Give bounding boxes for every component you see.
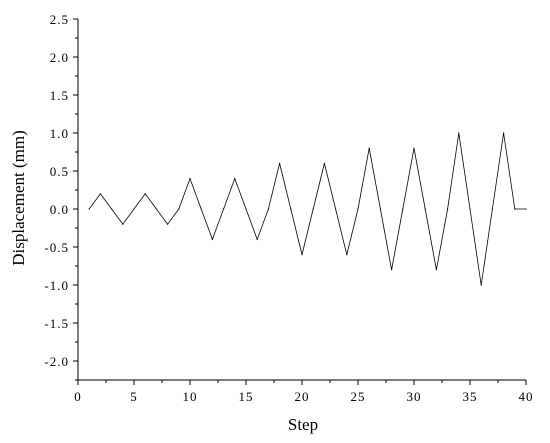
data-point — [391, 269, 393, 271]
data-point — [379, 208, 381, 210]
x-tick-label: 5 — [130, 389, 138, 404]
y-tick-label: 2.0 — [50, 50, 69, 65]
displacement-series-line — [88, 132, 526, 286]
data-point — [133, 208, 135, 210]
data-point — [525, 208, 527, 210]
data-point — [447, 208, 449, 210]
axes — [77, 19, 526, 381]
data-point — [335, 208, 337, 210]
x-tick-label: 0 — [74, 389, 82, 404]
series-layer — [88, 132, 527, 286]
data-point — [267, 208, 269, 210]
x-tick-label: 30 — [407, 389, 422, 404]
x-tick-label: 40 — [519, 389, 534, 404]
data-point — [469, 208, 471, 210]
y-tick-label: -0.5 — [44, 240, 69, 255]
y-tick-label: 1.0 — [50, 126, 69, 141]
data-point — [346, 254, 348, 256]
y-tick-label: -1.5 — [44, 316, 69, 331]
data-point — [99, 193, 101, 195]
data-point — [200, 208, 202, 210]
data-point — [223, 208, 225, 210]
data-point — [435, 269, 437, 271]
x-axis-title: Step — [288, 415, 318, 434]
data-point — [424, 208, 426, 210]
data-point — [234, 178, 236, 180]
data-point — [279, 162, 281, 164]
y-tick-label: -1.0 — [44, 278, 69, 293]
data-point — [413, 147, 415, 149]
data-point — [480, 284, 482, 286]
y-axis-title: Displacement (mm) — [9, 130, 28, 266]
data-point — [514, 208, 516, 210]
data-point — [301, 254, 303, 256]
data-point — [144, 193, 146, 195]
data-point — [290, 208, 292, 210]
x-tick-label: 20 — [295, 389, 310, 404]
x-ticks: 0 5 10 15 20 25 30 35 40 — [74, 380, 533, 404]
y-ticks: 2.5 2.0 1.5 1.0 0.5 0.0 -0.5 -1.0 -1.5 -2.0 — [44, 12, 78, 381]
y-tick-label: -2.0 — [44, 354, 69, 369]
y-tick-label: 2.5 — [50, 12, 69, 27]
x-tick-label: 25 — [351, 389, 366, 404]
data-point — [503, 132, 505, 134]
data-point — [368, 147, 370, 149]
data-point — [88, 208, 90, 210]
data-point — [357, 208, 359, 210]
data-point — [155, 208, 157, 210]
data-point — [211, 238, 213, 240]
data-point — [312, 208, 314, 210]
data-point — [256, 238, 258, 240]
data-point — [491, 208, 493, 210]
data-point — [122, 223, 124, 225]
data-point — [245, 208, 247, 210]
data-point — [323, 162, 325, 164]
y-tick-label: 0.0 — [50, 202, 69, 217]
data-point — [402, 208, 404, 210]
data-point — [458, 132, 460, 134]
y-tick-label: 0.5 — [50, 164, 69, 179]
data-point — [189, 178, 191, 180]
y-tick-label: 1.5 — [50, 88, 69, 103]
x-tick-label: 35 — [463, 389, 478, 404]
data-point — [178, 208, 180, 210]
x-tick-label: 10 — [183, 389, 198, 404]
data-point — [167, 223, 169, 225]
x-tick-label: 15 — [239, 389, 254, 404]
data-point — [111, 208, 113, 210]
